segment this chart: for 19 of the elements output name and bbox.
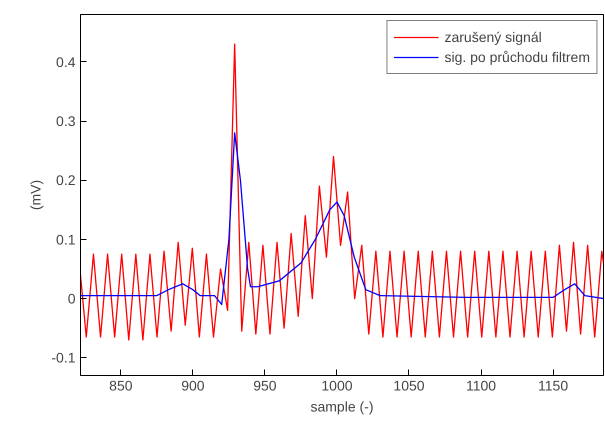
legend-label: sig. po průchodu filtrem (444, 49, 590, 65)
x-tick-label: 1000 (321, 378, 353, 394)
x-tick-label: 850 (109, 378, 133, 394)
y-axis-title: (mV) (27, 180, 44, 210)
x-tick-label: 1100 (466, 378, 496, 394)
y-tick-label: 0 (68, 290, 76, 307)
y-tick-label: 0.4 (56, 54, 76, 70)
line-series (80, 43, 604, 341)
x-tick-label: 900 (181, 378, 205, 394)
legend-label: zarušený signál (444, 29, 542, 45)
y-tick-label: 0.3 (56, 113, 76, 130)
y-tick-label: 0.2 (56, 172, 76, 188)
y-tick-label: 0.1 (56, 231, 76, 248)
line-series (80, 132, 604, 306)
y-tick-label: -0.1 (51, 350, 76, 366)
x-tick-label: 950 (253, 378, 277, 394)
x-tick-label: 1050 (393, 378, 425, 394)
x-tick-label: 1150 (538, 378, 568, 394)
x-axis-title: sample (-) (310, 398, 374, 414)
